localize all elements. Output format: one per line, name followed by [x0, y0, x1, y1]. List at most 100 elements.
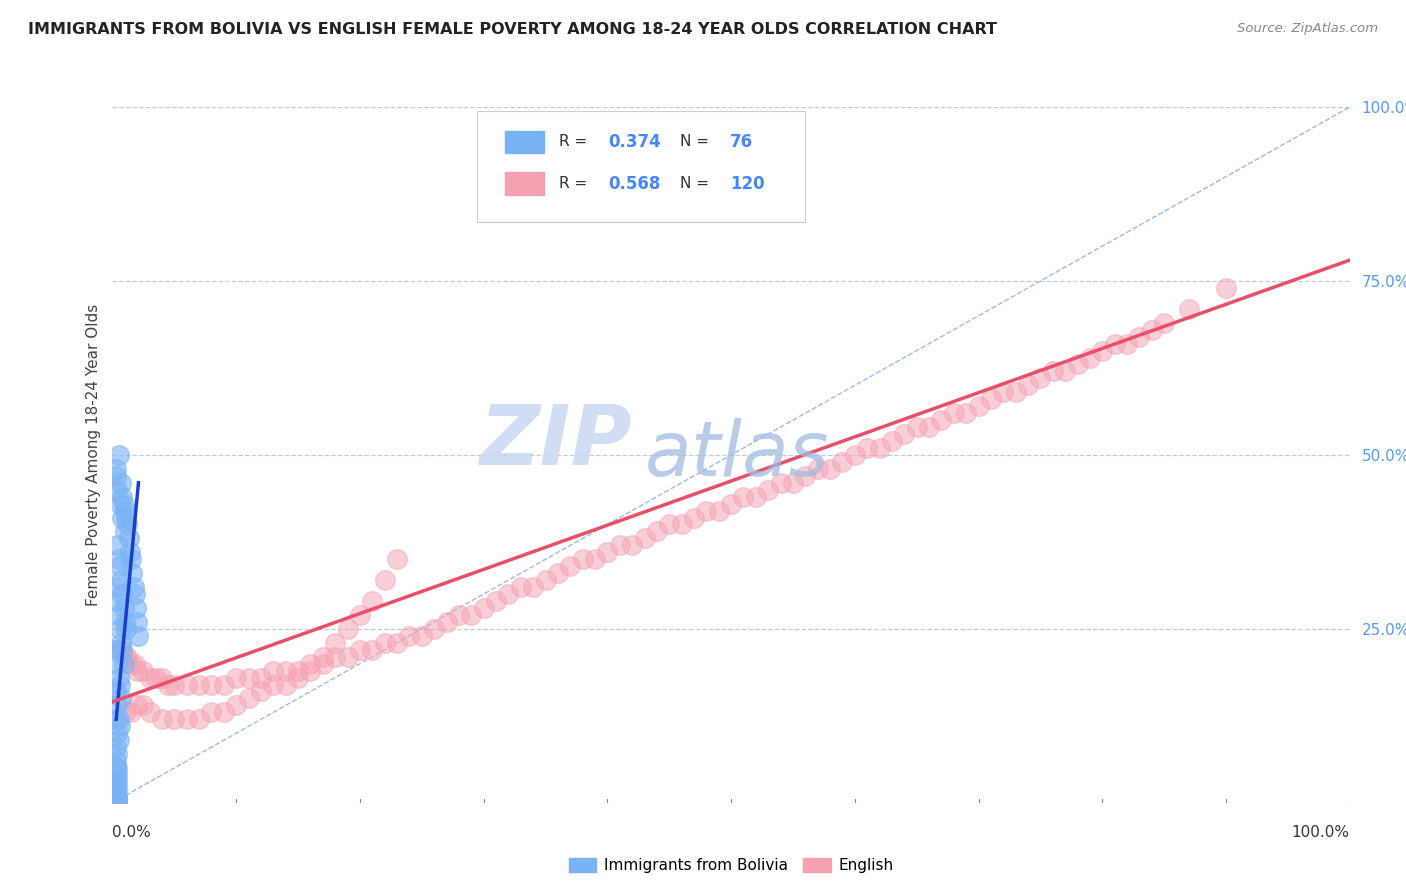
Point: [942, 406, 965, 420]
Point: [110, 691, 132, 706]
Point: [361, 594, 384, 608]
Point: [107, 538, 129, 552]
Point: [262, 664, 284, 678]
Point: [110, 475, 132, 490]
Point: [107, 775, 129, 789]
Point: [107, 733, 129, 747]
Point: [794, 468, 817, 483]
Point: [905, 420, 928, 434]
Point: [107, 483, 129, 497]
Point: [658, 517, 681, 532]
Point: [374, 636, 396, 650]
Point: [132, 664, 155, 678]
Point: [225, 698, 247, 713]
Point: [127, 629, 149, 643]
Point: [107, 594, 129, 608]
Point: [522, 580, 544, 594]
Point: [107, 552, 129, 566]
Point: [299, 664, 322, 678]
Point: [955, 406, 977, 420]
Point: [105, 642, 128, 657]
Text: 76: 76: [730, 133, 754, 151]
Point: [818, 462, 841, 476]
Point: [509, 580, 531, 594]
Point: [114, 524, 136, 539]
Point: [105, 795, 128, 809]
Point: [105, 775, 128, 789]
Point: [105, 468, 128, 483]
Point: [124, 657, 146, 671]
Point: [110, 636, 132, 650]
Point: [107, 792, 129, 806]
Point: [107, 657, 129, 671]
Point: [349, 607, 371, 622]
Point: [107, 790, 129, 805]
Point: [695, 503, 717, 517]
Point: [1029, 371, 1052, 385]
Point: [108, 677, 131, 691]
Legend: Immigrants from Bolivia, English: Immigrants from Bolivia, English: [562, 852, 900, 880]
Point: [1004, 385, 1026, 400]
Point: [107, 671, 129, 685]
Point: [107, 747, 129, 761]
Point: [323, 649, 346, 664]
Point: [1153, 316, 1175, 330]
Point: [138, 706, 160, 720]
Point: [150, 712, 173, 726]
Text: 0.568: 0.568: [609, 175, 661, 193]
Point: [105, 740, 128, 755]
Point: [105, 793, 128, 807]
Point: [671, 517, 693, 532]
Point: [361, 642, 384, 657]
Point: [118, 545, 141, 559]
Point: [138, 671, 160, 685]
Point: [349, 642, 371, 657]
Point: [111, 510, 134, 524]
Point: [993, 385, 1015, 400]
Point: [176, 712, 198, 726]
Point: [105, 789, 128, 803]
Text: IMMIGRANTS FROM BOLIVIA VS ENGLISH FEMALE POVERTY AMONG 18-24 YEAR OLDS CORRELAT: IMMIGRANTS FROM BOLIVIA VS ENGLISH FEMAL…: [28, 22, 997, 37]
Point: [571, 552, 593, 566]
Point: [1140, 323, 1163, 337]
Point: [411, 629, 433, 643]
Point: [105, 712, 128, 726]
Point: [436, 615, 458, 629]
Point: [188, 712, 211, 726]
Point: [212, 706, 235, 720]
Point: [1215, 281, 1237, 295]
Point: [111, 490, 134, 504]
Point: [225, 671, 247, 685]
Point: [127, 698, 149, 713]
Point: [157, 677, 180, 691]
Point: [831, 455, 853, 469]
Point: [733, 490, 755, 504]
Point: [105, 580, 128, 594]
Point: [200, 677, 222, 691]
Point: [880, 434, 903, 448]
Point: [398, 629, 420, 643]
Point: [105, 795, 128, 809]
Point: [107, 607, 129, 622]
Point: [374, 573, 396, 587]
Point: [869, 441, 891, 455]
Point: [299, 657, 322, 671]
Text: N =: N =: [681, 135, 714, 149]
Bar: [505, 131, 544, 153]
Point: [107, 768, 129, 782]
Point: [287, 671, 309, 685]
Point: [238, 671, 260, 685]
Point: [111, 642, 134, 657]
Point: [115, 622, 138, 636]
Text: 120: 120: [730, 175, 765, 193]
Point: [745, 490, 768, 504]
Point: [1054, 364, 1077, 378]
Point: [188, 677, 211, 691]
Point: [1178, 301, 1201, 316]
Point: [336, 622, 359, 636]
Point: [125, 601, 148, 615]
Point: [132, 698, 155, 713]
Point: [385, 552, 408, 566]
Text: 100.0%: 100.0%: [1292, 825, 1350, 840]
Point: [645, 524, 668, 539]
